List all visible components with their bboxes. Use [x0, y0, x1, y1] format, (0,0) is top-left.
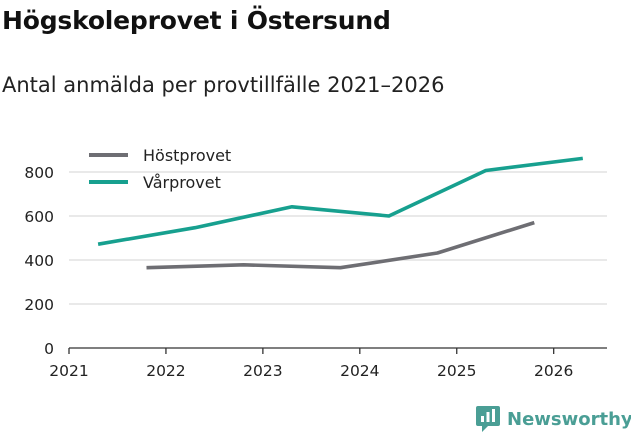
chart-subtitle: Antal anmälda per provtillfälle 2021–202… [2, 73, 445, 97]
x-tick-label-2024: 2024 [340, 362, 379, 380]
series-line-varprovet [97, 156, 584, 246]
x-tick-label-2023: 2023 [243, 362, 282, 380]
brand-name: Newsworthy [507, 408, 631, 430]
x-tick-label-2026: 2026 [534, 362, 573, 380]
legend: Höstprovet Vårprovet [89, 146, 231, 192]
x-tick-label-2021: 2021 [49, 362, 88, 380]
newsworthy-logo-icon [476, 406, 500, 432]
x-tick-label-2025: 2025 [437, 362, 476, 380]
x-tick-label-2022: 2022 [146, 362, 185, 380]
series-line-hostprovet [146, 220, 535, 270]
legend-label-hostprovet: Höstprovet [143, 146, 231, 165]
grid-lines [69, 171, 607, 305]
legend-label-varprovet: Vårprovet [143, 173, 221, 192]
y-tick-label-400: 400 [24, 252, 54, 270]
y-tick-label-600: 600 [24, 208, 54, 226]
y-tick-label-0: 0 [44, 340, 54, 358]
newsworthy-logo: Newsworthy [476, 406, 631, 432]
y-tick-label-200: 200 [24, 296, 54, 314]
chart-title: Högskoleprovet i Östersund [2, 6, 391, 35]
y-tick-label-800: 800 [24, 164, 54, 182]
y-axis-labels: 0 200 400 600 800 [24, 164, 54, 358]
x-axis: 2021 2022 2023 2024 2025 2026 [49, 347, 607, 380]
series-lines [97, 156, 584, 270]
